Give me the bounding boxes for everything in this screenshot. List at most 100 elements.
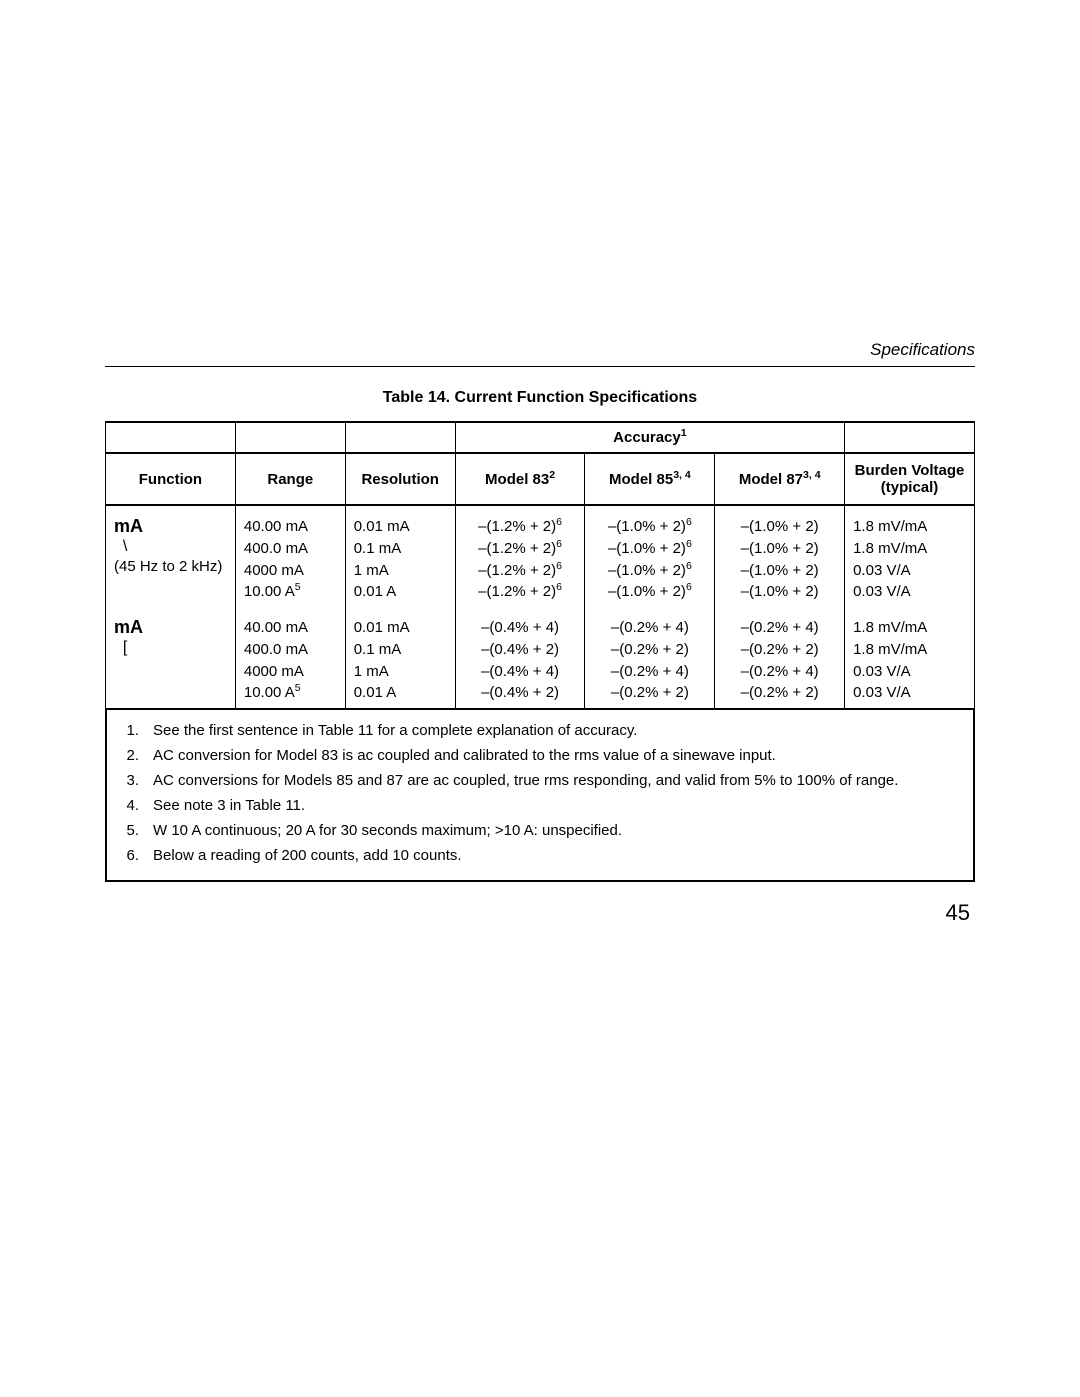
page: Specifications Table 14. Current Functio… [0,0,1080,1397]
footnote-number: 1. [117,720,139,741]
footnote-number: 4. [117,795,139,816]
col-model85: Model 853, 4 [585,453,715,505]
col-range: Range [235,453,345,505]
cell-model83-value: –(1.2% + 2)6 [464,581,577,603]
cell-resolution-value: 1 mA [354,661,447,683]
cell-burden-value: 0.03 V/A [853,661,966,683]
col-model87-sup: 3, 4 [803,469,821,481]
cell-range-value: 4000 mA [244,661,337,683]
cell-model87-value: –(0.2% + 4) [723,617,836,639]
cell-model87-value: –(0.2% + 4) [723,661,836,683]
cell-burden-value: 1.8 mV/mA [853,516,966,538]
cell-resolution-value: 0.1 mA [354,538,447,560]
footnote: 4. See note 3 in Table 11. [117,795,963,816]
cell-range-value: 40.00 mA [244,516,337,538]
footnote-number: 5. [117,820,139,841]
footnote: 6.Below a reading of 200 counts, add 10 … [117,845,963,866]
cell-model87-value: –(1.0% + 2) [723,538,836,560]
cell-model87-value: –(0.2% + 2) [723,639,836,661]
cell-burden-value: 1.8 mV/mA [853,617,966,639]
header-row-accuracy: Accuracy1 [106,422,975,453]
footnote-text: W 10 A continuous; 20 A for 30 seconds m… [153,820,963,841]
cell-resolution-value: 0.01 A [354,581,447,603]
table-row: mA [40.00 mA400.0 mA4000 mA10.00 A50.01 … [106,607,975,709]
function-symbol: \ [114,537,227,558]
cell-model83-value: –(0.4% + 4) [464,617,577,639]
cell-model83-value: –(0.4% + 2) [464,639,577,661]
header-accuracy-label: Accuracy [613,429,681,446]
col-model87: Model 873, 4 [715,453,845,505]
cell-model85-value: –(1.0% + 2)6 [593,581,706,603]
cell-model85-value: –(1.0% + 2)6 [593,538,706,560]
footnote-text: AC conversions for Models 85 and 87 are … [153,770,963,791]
cell-model87-value: –(1.0% + 2) [723,581,836,603]
cell-burden-value: 0.03 V/A [853,581,966,603]
cell-model85-value: –(1.0% + 2)6 [593,516,706,538]
footnote-text: Below a reading of 200 counts, add 10 co… [153,845,963,866]
col-model85-label: Model 85 [609,471,673,488]
cell-model83-value: –(0.4% + 2) [464,682,577,704]
header-blank [845,422,975,453]
cell-model83-value: –(1.2% + 2)6 [464,560,577,582]
cell-model85-value: –(1.0% + 2)6 [593,560,706,582]
cell-resolution-value: 0.01 mA [354,516,447,538]
footnote-number: 3. [117,770,139,791]
cell-burden-value: 1.8 mV/mA [853,538,966,560]
cell-model87: –(0.2% + 4)–(0.2% + 2)–(0.2% + 4)–(0.2% … [715,607,845,709]
col-model87-label: Model 87 [739,471,803,488]
table-title: Table 14. Current Function Specification… [105,389,975,407]
cell-model83: –(0.4% + 4)–(0.4% + 2)–(0.4% + 4)–(0.4% … [455,607,585,709]
cell-range-value: 4000 mA [244,560,337,582]
footnote-text: AC conversion for Model 83 is ac coupled… [153,745,963,766]
header-blank [106,422,236,453]
cell-burden-value: 1.8 mV/mA [853,639,966,661]
footnote: 3. AC conversions for Models 85 and 87 ar… [117,770,963,791]
spec-table: Accuracy1 Function Range Resolution Mode… [105,421,975,710]
cell-model85-value: –(0.2% + 2) [593,682,706,704]
table-row: mA \(45 Hz to 2 kHz) 40.00 mA400.0 mA4000… [106,505,975,607]
footnote-text: See note 3 in Table 11. [153,795,963,816]
footnote-number: 2. [117,745,139,766]
cell-resolution: 0.01 mA0.1 mA1 mA0.01 A [345,505,455,607]
header-row-columns: Function Range Resolution Model 832 Mode… [106,453,975,505]
cell-model87: –(1.0% + 2)–(1.0% + 2)–(1.0% + 2)–(1.0% … [715,505,845,607]
function-symbol: [ [114,638,227,659]
cell-burden-value: 0.03 V/A [853,560,966,582]
footnote-text: See the first sentence in Table 11 for a… [153,720,963,741]
cell-resolution-value: 0.01 mA [354,617,447,639]
cell-model87-value: –(1.0% + 2) [723,516,836,538]
cell-range-value: 40.00 mA [244,617,337,639]
cell-burden: 1.8 mV/mA1.8 mV/mA0.03 V/A0.03 V/A [845,505,975,607]
header-accuracy-sup: 1 [681,427,687,439]
cell-model83-value: –(1.2% + 2)6 [464,538,577,560]
cell-function: mA \(45 Hz to 2 kHz) [106,505,236,607]
cell-model83-value: –(0.4% + 4) [464,661,577,683]
cell-resolution-value: 1 mA [354,560,447,582]
cell-model87-value: –(0.2% + 2) [723,682,836,704]
section-header: Specifications [105,340,975,367]
cell-burden-value: 0.03 V/A [853,682,966,704]
footnote: 2. AC conversion for Model 83 is ac coupl… [117,745,963,766]
cell-range-value: 10.00 A5 [244,682,337,704]
header-accuracy: Accuracy1 [455,422,844,453]
col-model83-sup: 2 [549,469,555,481]
cell-model85-value: –(0.2% + 4) [593,661,706,683]
cell-model85: –(1.0% + 2)6–(1.0% + 2)6–(1.0% + 2)6–(1.… [585,505,715,607]
col-burden: Burden Voltage (typical) [845,453,975,505]
cell-model83-value: –(1.2% + 2)6 [464,516,577,538]
cell-range-value: 400.0 mA [244,538,337,560]
cell-model87-value: –(1.0% + 2) [723,560,836,582]
cell-model85: –(0.2% + 4)–(0.2% + 2)–(0.2% + 4)–(0.2% … [585,607,715,709]
cell-range-value: 400.0 mA [244,639,337,661]
cell-range: 40.00 mA400.0 mA4000 mA10.00 A5 [235,607,345,709]
header-blank [235,422,345,453]
page-number: 45 [946,900,970,926]
col-model83-label: Model 83 [485,471,549,488]
col-function: Function [106,453,236,505]
function-sub: (45 Hz to 2 kHz) [114,558,227,575]
cell-resolution-value: 0.01 A [354,682,447,704]
col-resolution: Resolution [345,453,455,505]
col-model85-sup: 3, 4 [673,469,691,481]
cell-burden: 1.8 mV/mA1.8 mV/mA0.03 V/A0.03 V/A [845,607,975,709]
spec-table-body: mA \(45 Hz to 2 kHz)40.00 mA400.0 mA4000… [106,505,975,709]
